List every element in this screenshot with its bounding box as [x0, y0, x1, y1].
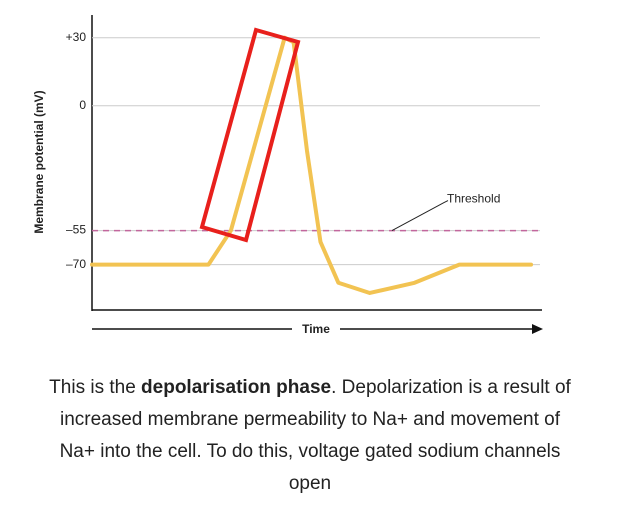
y-tick-label: +30: [66, 30, 87, 44]
y-axis-label: Membrane potential (mV): [32, 90, 46, 233]
data-line: [90, 35, 534, 295]
y-tick-label: –70: [66, 257, 86, 271]
arrow-head: [532, 324, 543, 334]
highlight-box: [199, 27, 301, 243]
y-tick-label: –55: [66, 223, 86, 237]
annotation-leader: [391, 200, 449, 232]
x-axis-label: Time: [302, 322, 330, 336]
caption-bold: depolarisation phase: [141, 377, 332, 398]
plot: +30 0 –55 –70 Threshold: [66, 30, 540, 295]
annotation: Threshold: [447, 192, 500, 206]
caption-text: This is the: [49, 377, 142, 398]
chart: Membrane potential (mV) Time +30 0 –55 –70 T…: [32, 15, 543, 336]
caption-text: . Depolarization is a result of increase…: [59, 377, 577, 494]
caption: This is the depolarisation phase. Depola…: [45, 372, 575, 500]
y-tick-label: 0: [79, 98, 86, 112]
